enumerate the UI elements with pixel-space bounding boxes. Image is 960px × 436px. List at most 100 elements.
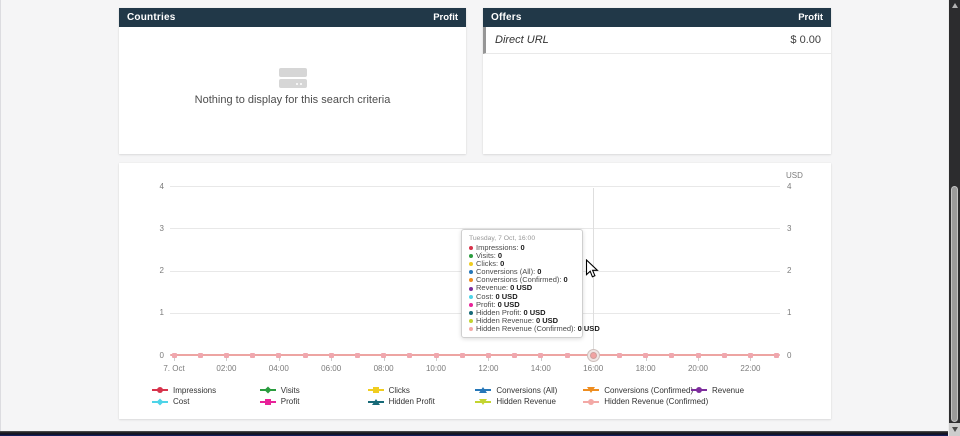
- legend-item-hidden-profit[interactable]: Hidden Profit: [367, 397, 435, 407]
- data-point-marker[interactable]: [643, 352, 649, 358]
- legend-marker-line: [475, 387, 492, 393]
- tooltip-items: Impressions: 0 Visits: 0 Clicks: 0 Conversions…: [469, 243, 600, 333]
- scrollbar-thumb[interactable]: [951, 186, 958, 422]
- hovered-data-point[interactable]: [586, 348, 600, 362]
- legend-item-clicks[interactable]: Clicks: [367, 385, 410, 395]
- window-bottom-edge: [0, 431, 948, 436]
- tooltip-label: Hidden Revenue:: [476, 315, 534, 325]
- legend-marker-line: [367, 398, 384, 405]
- scrollbar-down-button[interactable]: [949, 423, 960, 436]
- y-axis-label-left: 2: [159, 266, 164, 275]
- y-axis-label-left: 3: [159, 223, 164, 233]
- x-axis-tick: [540, 357, 542, 361]
- offers-panel-header: Offers Profit: [483, 8, 831, 27]
- legend-item-hidden-revenue[interactable]: Hidden Revenue: [475, 397, 556, 407]
- data-point-marker[interactable]: [276, 352, 282, 358]
- data-point-marker[interactable]: [250, 352, 256, 358]
- data-point-marker[interactable]: [695, 352, 701, 358]
- tooltip-series-bullet: [469, 278, 473, 283]
- x-axis-label: 02:00: [216, 364, 237, 373]
- data-point-marker[interactable]: [616, 352, 622, 358]
- legend-item-cost[interactable]: Cost: [152, 397, 189, 407]
- data-point-marker[interactable]: [512, 352, 518, 358]
- y-axis-label-left: 4: [159, 181, 164, 191]
- scrollbar-up-arrow-icon[interactable]: [951, 3, 958, 8]
- diamond-marker-icon: [264, 386, 272, 394]
- legend-marker-line: [367, 387, 384, 393]
- legend-item-impressions[interactable]: Impressions: [152, 385, 216, 395]
- legend-marker-line: [152, 387, 168, 393]
- data-point-marker[interactable]: [433, 352, 439, 358]
- countries-panel-header: Countries Profit: [119, 8, 466, 27]
- axis-unit-label: USD: [786, 171, 803, 180]
- legend-item-conversions-confirmed[interactable]: Conversions (Confirmed): [583, 385, 693, 395]
- data-point-marker[interactable]: [302, 352, 308, 358]
- tooltip-label: Hidden Revenue (Confirmed):: [476, 323, 576, 333]
- x-axis-label: 16:00: [583, 364, 604, 373]
- x-axis-label: 06:00: [321, 364, 342, 373]
- data-point-marker[interactable]: [171, 352, 177, 358]
- hovered-data-point-marker: [589, 351, 597, 359]
- legend-label: Revenue: [712, 385, 745, 395]
- legend-label: Cost: [173, 397, 190, 406]
- tooltip-row: Profit: 0 USD: [469, 300, 575, 309]
- legend-item-revenue[interactable]: Revenue: [691, 385, 744, 395]
- chart-panel: 0 0 1 1 2 2 3 3 4 4 USD 7. Oct 02:00 04:00 06:00 08:00 1…: [119, 163, 831, 419]
- data-point-marker[interactable]: [354, 352, 360, 358]
- data-point-marker[interactable]: [747, 352, 753, 358]
- tooltip-title: Tuesday, 7 Oct, 16:00: [469, 235, 536, 242]
- data-point-marker[interactable]: [721, 352, 727, 358]
- tooltip-label: Clicks:: [476, 259, 499, 269]
- tooltip-value: 0 USD: [510, 283, 533, 293]
- legend-item-conversions-all[interactable]: Conversions (All): [475, 385, 557, 395]
- tooltip-label: Conversions (All):: [476, 267, 536, 277]
- window-left-edge: [0, 0, 1, 436]
- y-axis-label-right: 1: [787, 308, 792, 318]
- empty-list-icon-dot: [299, 82, 302, 85]
- scrollbar-down-arrow-icon: [952, 427, 958, 432]
- data-point-marker[interactable]: [223, 352, 229, 358]
- data-point-marker[interactable]: [564, 352, 570, 358]
- chart-tooltip: Tuesday, 7 Oct, 16:00 Impressions: 0 Visit…: [461, 229, 600, 339]
- offers-panel-title: Offers: [491, 12, 522, 23]
- data-point-marker[interactable]: [538, 352, 544, 358]
- countries-empty-message: Nothing to display for this search crite…: [194, 94, 391, 106]
- circle-marker-icon: [157, 387, 163, 393]
- tooltip-value: 0 USD: [577, 323, 600, 333]
- data-point-marker[interactable]: [485, 352, 491, 358]
- legend-item-profit[interactable]: Profit: [259, 397, 299, 407]
- tooltip-value: 0: [563, 275, 568, 285]
- legend-label: Impressions: [173, 385, 217, 395]
- data-point-marker[interactable]: [459, 352, 465, 358]
- tooltip-value: 0: [497, 251, 503, 261]
- y-axis-label-left: 1: [159, 308, 164, 318]
- tooltip-series-bullet: [469, 246, 473, 251]
- legend-item-visits[interactable]: Visits: [259, 385, 300, 395]
- circle-marker-icon: [696, 387, 702, 393]
- countries-empty-state: Nothing to display for this search crite…: [119, 68, 466, 106]
- tooltip-label: Hidden Profit:: [476, 307, 522, 317]
- vertical-scrollbar[interactable]: [948, 0, 960, 436]
- data-point-marker[interactable]: [381, 352, 387, 358]
- countries-panel: Countries Profit Nothing to display for …: [119, 8, 466, 154]
- data-point-marker[interactable]: [407, 352, 413, 358]
- tooltip-row: Revenue: 0 USD: [469, 284, 575, 292]
- x-axis-label: 08:00: [373, 364, 394, 373]
- x-axis-label: 18:00: [635, 364, 656, 373]
- legend-label: Hidden Revenue: [496, 397, 556, 406]
- tooltip-series-bullet: [469, 310, 473, 315]
- empty-list-icon-bar: [278, 68, 307, 77]
- data-point-marker[interactable]: [328, 352, 334, 358]
- data-point-marker[interactable]: [669, 352, 675, 358]
- offer-row-direct-url[interactable]: Direct URL $ 0.00: [483, 27, 831, 54]
- tooltip-row: Cost: 0 USD: [469, 292, 575, 301]
- square-marker-icon: [372, 387, 379, 393]
- data-point-marker[interactable]: [197, 352, 203, 358]
- legend-item-hidden-revenue-confirmed[interactable]: Hidden Revenue (Confirmed): [583, 397, 708, 407]
- empty-list-icon: [278, 68, 307, 88]
- y-axis-label-right: 4: [787, 181, 792, 191]
- diamond-marker-icon: [156, 397, 164, 406]
- tooltip-value: 0 USD: [523, 307, 546, 317]
- data-point-marker[interactable]: [774, 352, 780, 358]
